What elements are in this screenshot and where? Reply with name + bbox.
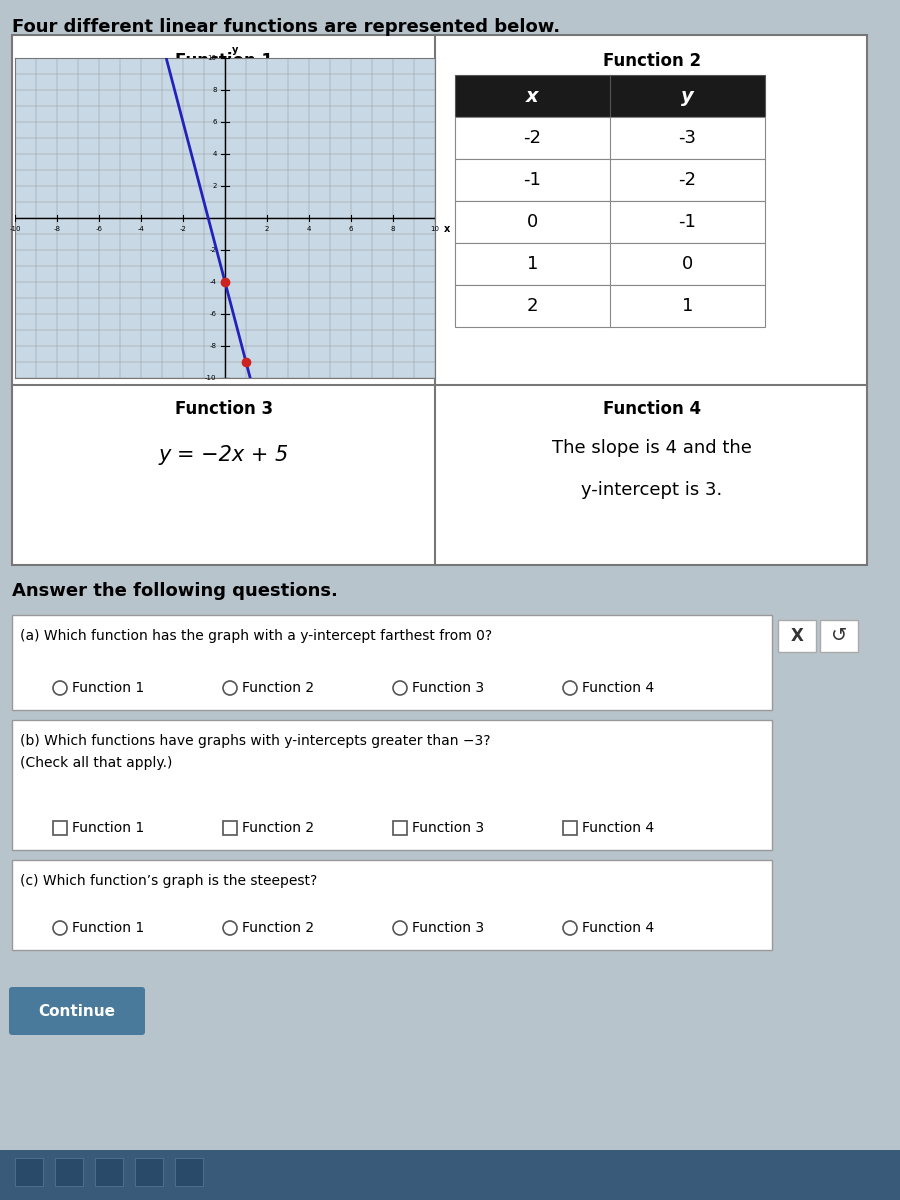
Bar [455, 158, 765, 200]
Text: Function 2: Function 2 [242, 922, 314, 935]
Text: (Check all that apply.): (Check all that apply.) [20, 756, 173, 770]
Text: -10: -10 [205, 374, 217, 382]
Text: Function 2: Function 2 [242, 821, 314, 835]
Text: x: x [526, 86, 539, 106]
Text: Function 4: Function 4 [582, 680, 654, 695]
Text: -4: -4 [138, 226, 144, 232]
Bar [135, 1158, 163, 1186]
Text: -10: -10 [9, 226, 21, 232]
Text: -2: -2 [679, 170, 697, 188]
Text: 2: 2 [526, 296, 538, 314]
Bar [12, 614, 772, 710]
Bar [563, 821, 577, 835]
Text: 2: 2 [212, 182, 217, 188]
Bar [455, 284, 765, 326]
Text: y-intercept is 3.: y-intercept is 3. [581, 481, 723, 499]
Text: -1: -1 [524, 170, 542, 188]
Text: Function 3: Function 3 [175, 400, 273, 418]
Text: -2: -2 [210, 247, 217, 253]
Bar [455, 242, 765, 284]
Text: Answer the following questions.: Answer the following questions. [12, 582, 338, 600]
Text: 2: 2 [265, 226, 269, 232]
Text: Function 2: Function 2 [603, 52, 701, 70]
Text: y = −2x + 5: y = −2x + 5 [159, 445, 289, 464]
Text: -8: -8 [210, 343, 217, 349]
Bar [0, 1150, 900, 1200]
Bar [175, 1158, 203, 1186]
Text: 1: 1 [682, 296, 693, 314]
Text: -6: -6 [95, 226, 103, 232]
Text: y: y [232, 44, 239, 55]
Text: Function 3: Function 3 [412, 821, 484, 835]
Bar [455, 200, 765, 242]
Text: 4: 4 [212, 151, 217, 157]
Text: -1: -1 [679, 214, 697, 230]
Text: -2: -2 [180, 226, 186, 232]
Text: Function 2: Function 2 [242, 680, 314, 695]
Bar [455, 116, 765, 158]
Text: X: X [790, 626, 804, 646]
Text: 1: 1 [526, 254, 538, 272]
Text: (a) Which function has the graph with a y-intercept farthest from 0?: (a) Which function has the graph with a … [20, 629, 492, 643]
Bar [15, 1158, 43, 1186]
Bar [55, 1158, 83, 1186]
Text: The slope is 4 and the: The slope is 4 and the [552, 439, 752, 457]
Text: Four different linear functions are represented below.: Four different linear functions are repr… [12, 18, 560, 36]
Text: ↺: ↺ [831, 626, 847, 646]
Text: Function 1: Function 1 [72, 680, 144, 695]
Text: (b) Which functions have graphs with y-intercepts greater than −3?: (b) Which functions have graphs with y-i… [20, 734, 491, 748]
Text: (c) Which function’s graph is the steepest?: (c) Which function’s graph is the steepe… [20, 874, 317, 888]
Text: x: x [444, 224, 450, 234]
Bar [393, 821, 407, 835]
Text: 8: 8 [391, 226, 395, 232]
Text: Continue: Continue [39, 1003, 115, 1019]
Text: -6: -6 [210, 311, 217, 317]
Text: 0: 0 [526, 214, 538, 230]
Bar [12, 860, 772, 950]
Bar [778, 620, 816, 652]
Text: -3: -3 [679, 128, 697, 146]
Text: Function 1: Function 1 [72, 821, 144, 835]
Text: 6: 6 [349, 226, 353, 232]
Text: Function 4: Function 4 [603, 400, 701, 418]
Text: -8: -8 [53, 226, 60, 232]
Bar [12, 35, 867, 565]
Bar [95, 1158, 123, 1186]
Text: 10: 10 [208, 55, 217, 61]
Text: Function 1: Function 1 [175, 52, 273, 70]
FancyBboxPatch shape [9, 986, 145, 1034]
Text: Function 3: Function 3 [412, 922, 484, 935]
Text: 8: 8 [212, 86, 217, 92]
Text: 0: 0 [682, 254, 693, 272]
Bar [820, 620, 858, 652]
Bar [53, 821, 67, 835]
Bar [12, 720, 772, 850]
Text: y: y [681, 86, 694, 106]
Text: Function 3: Function 3 [412, 680, 484, 695]
Text: 6: 6 [212, 119, 217, 125]
Text: -4: -4 [210, 278, 217, 284]
Bar [223, 821, 237, 835]
Text: Function 4: Function 4 [582, 922, 654, 935]
Text: Function 1: Function 1 [72, 922, 144, 935]
Bar [455, 74, 765, 116]
Text: 4: 4 [307, 226, 311, 232]
Text: 10: 10 [430, 226, 439, 232]
Text: Function 4: Function 4 [582, 821, 654, 835]
Text: -2: -2 [524, 128, 542, 146]
